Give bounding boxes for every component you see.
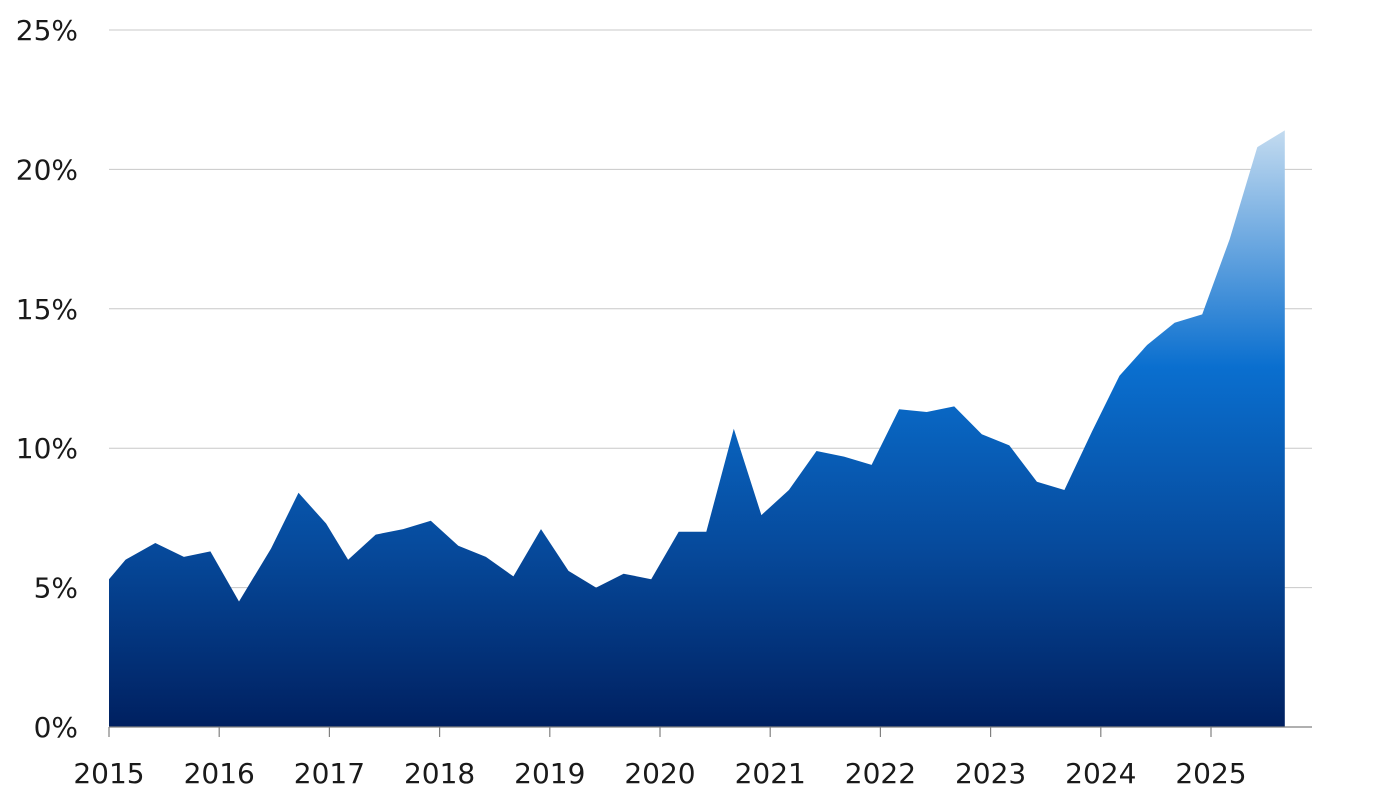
x-tick-label: 2024 bbox=[1065, 757, 1136, 790]
x-tick-label: 2017 bbox=[294, 757, 365, 790]
y-tick-label: 10% bbox=[16, 432, 78, 465]
x-tick-label: 2022 bbox=[845, 757, 916, 790]
y-axis-labels: 0% 5% 10% 15% 20% 25% bbox=[16, 14, 78, 744]
y-tick-label: 15% bbox=[16, 293, 78, 326]
y-tick-label: 20% bbox=[16, 153, 78, 186]
y-tick-label: 5% bbox=[34, 572, 78, 605]
x-tick-label: 2025 bbox=[1175, 757, 1246, 790]
x-axis-labels: 2015 2016 2017 2018 2019 2020 2021 2022 2023 2024… bbox=[73, 757, 1246, 790]
area-fill bbox=[109, 130, 1285, 727]
x-tick-label: 2023 bbox=[955, 757, 1026, 790]
x-tick-label: 2021 bbox=[735, 757, 806, 790]
x-tick-label: 2020 bbox=[624, 757, 695, 790]
x-tick-label: 2015 bbox=[73, 757, 144, 790]
x-tick-label: 2016 bbox=[184, 757, 255, 790]
y-tick-label: 0% bbox=[34, 711, 78, 744]
x-tick-label: 2019 bbox=[514, 757, 585, 790]
x-tick-label: 2018 bbox=[404, 757, 475, 790]
series-area bbox=[109, 130, 1285, 727]
y-tick-label: 25% bbox=[16, 14, 78, 47]
x-axis bbox=[108, 726, 1312, 737]
